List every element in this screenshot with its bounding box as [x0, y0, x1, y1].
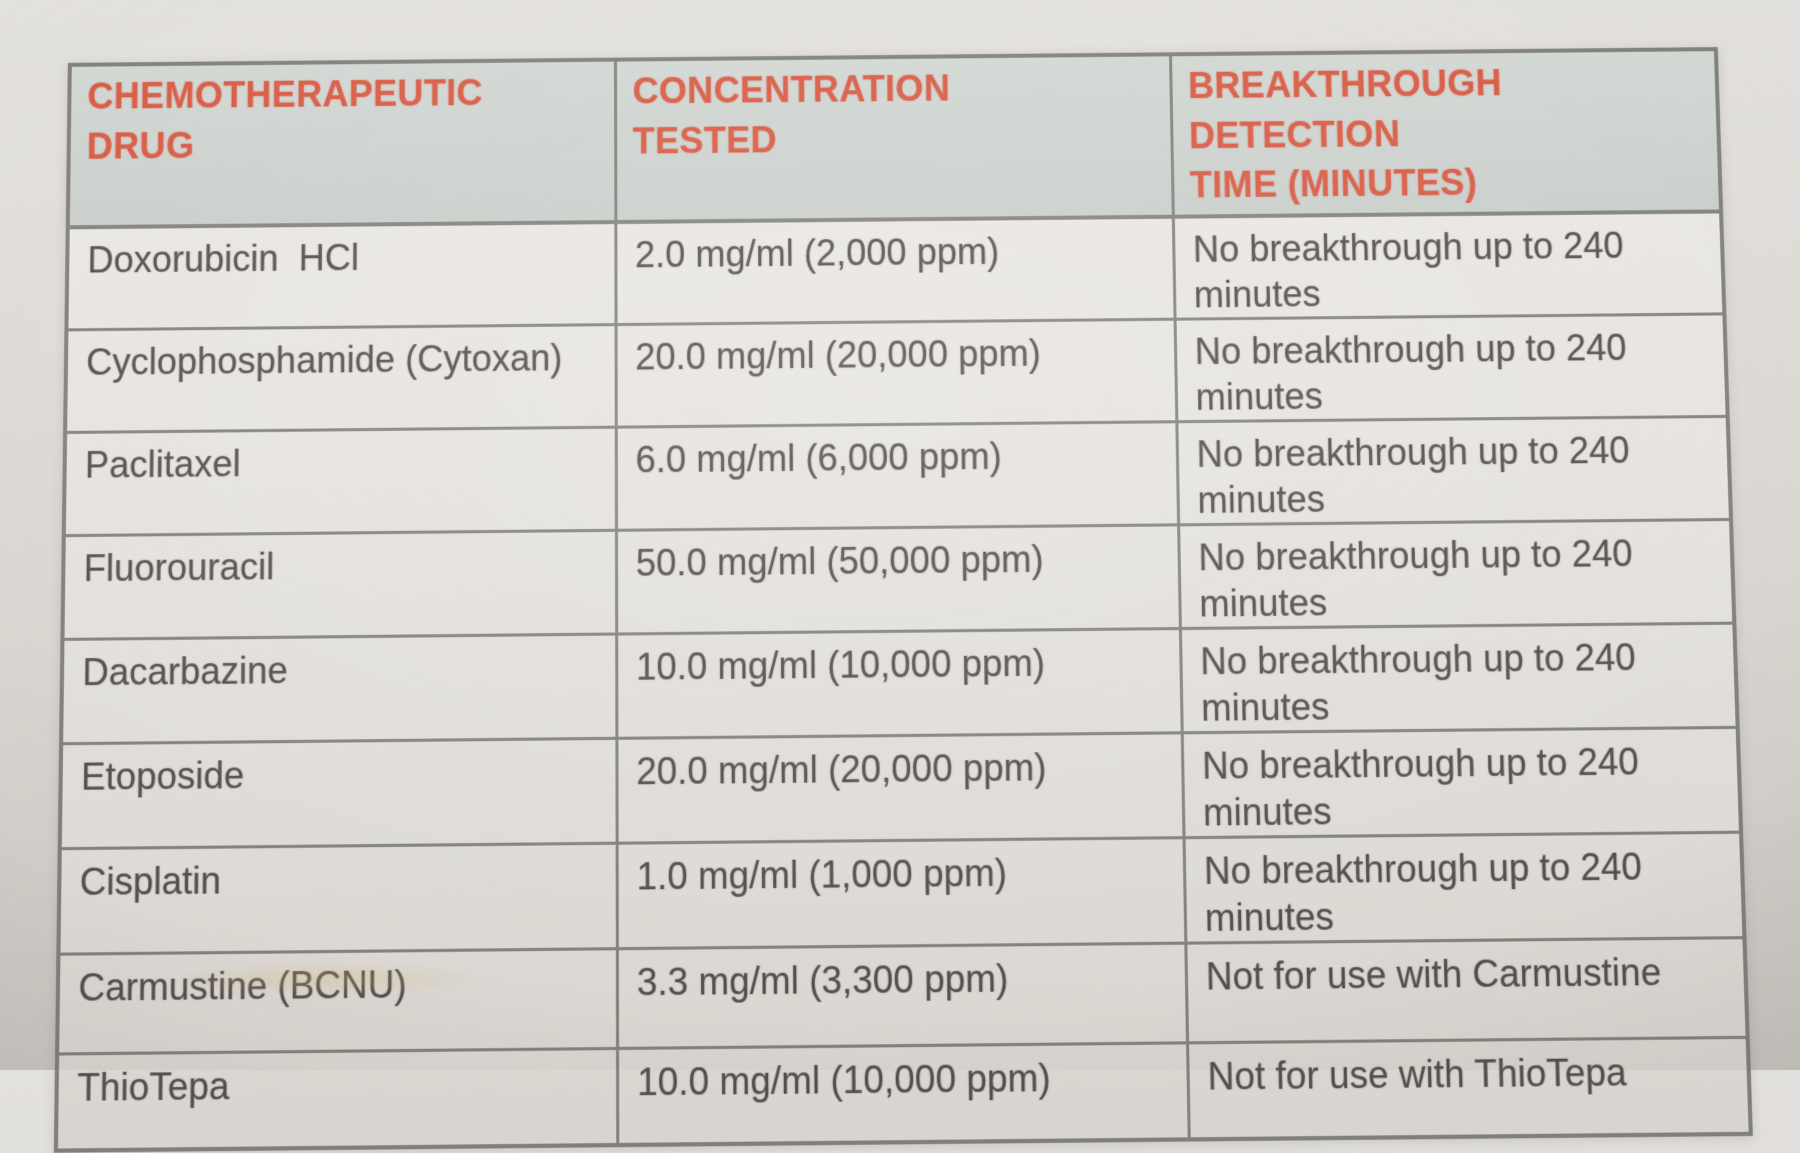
cell-breakthrough: No breakthrough up to 240 minutes	[1178, 519, 1735, 629]
cell-drug: Carmustine (BCNU)	[57, 948, 618, 1055]
cell-breakthrough: No breakthrough up to 240 minutes	[1183, 832, 1745, 944]
table-row: Cyclophosphamide (Cytoxan) 20.0 mg/ml (2…	[65, 313, 1728, 433]
table-row: Etoposide 20.0 mg/ml (20,000 ppm) No bre…	[59, 727, 1742, 849]
cell-breakthrough: No breakthrough up to 240 minutes	[1176, 416, 1731, 525]
cell-concentration: 3.3 mg/ml (3,300 ppm)	[616, 943, 1188, 1049]
header-cell-breakthrough: BREAKTHROUGH DETECTION TIME (MINUTES)	[1170, 49, 1722, 217]
cell-drug: Paclitaxel	[63, 427, 616, 536]
table-row: Paclitaxel 6.0 mg/ml (6,000 ppm) No brea…	[63, 416, 1731, 536]
cell-breakthrough: No breakthrough up to 240 minutes	[1181, 727, 1742, 838]
chemo-drug-breakthrough-table: CHEMOTHERAPEUTIC DRUG CONCENTRATION TEST…	[53, 47, 1753, 1153]
header-cell-concentration: CONCENTRATION TESTED	[614, 54, 1173, 223]
table-row: ThioTepa 10.0 mg/ml (10,000 ppm) Not for…	[55, 1037, 1751, 1151]
cell-breakthrough: Not for use with Carmustine	[1185, 937, 1748, 1043]
document-photo: CHEMOTHERAPEUTIC DRUG CONCENTRATION TEST…	[53, 47, 1753, 1153]
cell-breakthrough: No breakthrough up to 240 minutes	[1172, 211, 1725, 320]
table-row: Cisplatin 1.0 mg/ml (1,000 ppm) No break…	[58, 832, 1745, 955]
cell-concentration: 20.0 mg/ml (20,000 ppm)	[616, 732, 1184, 844]
cell-concentration: 10.0 mg/ml (10,000 ppm)	[617, 1042, 1189, 1146]
cell-concentration: 20.0 mg/ml (20,000 ppm)	[615, 319, 1177, 428]
table-row: Dacarbazine 10.0 mg/ml (10,000 ppm) No b…	[61, 623, 1738, 744]
header-cell-drug: CHEMOTHERAPEUTIC DRUG	[67, 59, 616, 228]
cell-drug: Dacarbazine	[61, 634, 617, 744]
cell-drug: Doxorubicin HCl	[66, 222, 616, 330]
table-row: Doxorubicin HCl 2.0 mg/ml (2,000 ppm) No…	[66, 211, 1725, 330]
cell-breakthrough: No breakthrough up to 240 minutes	[1179, 623, 1738, 733]
cell-breakthrough: Not for use with ThioTepa	[1187, 1037, 1751, 1140]
cell-drug: Etoposide	[59, 738, 617, 849]
cell-concentration: 1.0 mg/ml (1,000 ppm)	[616, 837, 1186, 949]
cell-concentration: 50.0 mg/ml (50,000 ppm)	[615, 524, 1180, 635]
header-row: CHEMOTHERAPEUTIC DRUG CONCENTRATION TEST…	[67, 49, 1722, 228]
cell-concentration: 10.0 mg/ml (10,000 ppm)	[616, 628, 1182, 739]
table-row: Fluorouracil 50.0 mg/ml (50,000 ppm) No …	[62, 519, 1735, 640]
cell-concentration: 6.0 mg/ml (6,000 ppm)	[615, 421, 1179, 531]
table-row: Carmustine (BCNU) 3.3 mg/ml (3,300 ppm) …	[57, 937, 1748, 1055]
cell-drug: Cyclophosphamide (Cytoxan)	[65, 324, 616, 433]
cell-drug: ThioTepa	[55, 1048, 618, 1151]
cell-drug: Cisplatin	[58, 843, 617, 955]
cell-concentration: 2.0 mg/ml (2,000 ppm)	[615, 216, 1175, 325]
cell-drug: Fluorouracil	[62, 530, 617, 640]
cell-breakthrough: No breakthrough up to 240 minutes	[1174, 313, 1728, 422]
